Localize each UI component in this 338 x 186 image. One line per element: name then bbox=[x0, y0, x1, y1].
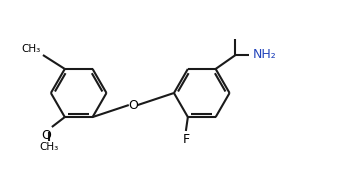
Text: CH₃: CH₃ bbox=[39, 142, 58, 152]
Text: NH₂: NH₂ bbox=[252, 48, 276, 61]
Text: O: O bbox=[41, 129, 51, 142]
Text: O: O bbox=[128, 99, 138, 112]
Text: CH₃: CH₃ bbox=[22, 44, 41, 54]
Text: F: F bbox=[182, 133, 189, 146]
